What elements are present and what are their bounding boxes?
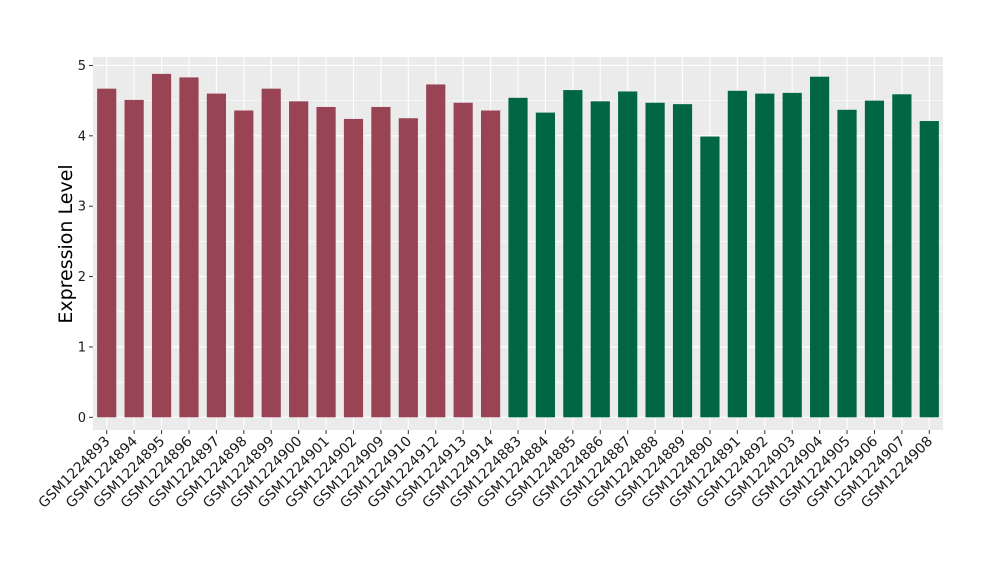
y-tick-label: 4 <box>78 129 86 144</box>
bar <box>782 92 802 418</box>
bar <box>151 73 172 418</box>
bar <box>97 88 117 418</box>
bar <box>563 90 583 418</box>
y-axis: 0 1 2 3 4 5 <box>78 59 93 426</box>
bar <box>316 106 336 418</box>
y-axis-title: Expression Level <box>55 164 77 323</box>
bar <box>371 106 391 418</box>
bar <box>343 118 364 418</box>
bar <box>508 97 528 418</box>
bars <box>97 73 939 418</box>
bar <box>645 102 665 418</box>
y-tick-label: 5 <box>78 59 86 74</box>
bar <box>206 93 226 418</box>
bar <box>179 77 199 418</box>
bar <box>535 112 556 418</box>
bar <box>864 100 885 418</box>
bar <box>755 93 775 418</box>
bar <box>480 110 501 418</box>
bar <box>919 121 939 418</box>
y-tick-label: 3 <box>78 200 86 215</box>
y-tick-label: 1 <box>78 340 86 355</box>
bar <box>700 136 720 418</box>
y-tick-label: 2 <box>78 270 86 285</box>
bar <box>618 91 638 418</box>
bar <box>453 102 473 418</box>
bar <box>672 104 693 418</box>
bar <box>892 94 912 418</box>
bar <box>124 99 144 418</box>
bar <box>590 101 610 418</box>
bar <box>727 90 747 418</box>
bar <box>234 110 254 418</box>
x-axis: GSM1224893GSM1224894GSM1224895GSM1224896… <box>36 430 936 511</box>
bar <box>289 101 309 418</box>
y-tick-label: 0 <box>78 411 86 426</box>
bar <box>837 109 857 418</box>
bar <box>398 118 418 418</box>
bar <box>426 84 446 418</box>
bar <box>810 76 830 418</box>
bar <box>261 88 281 418</box>
